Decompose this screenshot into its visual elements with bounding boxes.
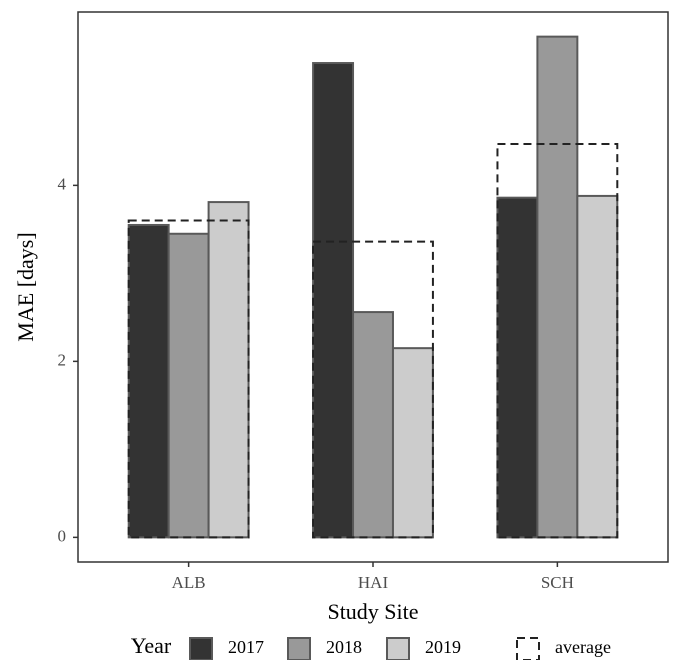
y-tick-label: 4 xyxy=(58,174,67,193)
average-box xyxy=(312,240,434,539)
x-tick-label: ALB xyxy=(172,573,206,592)
bar xyxy=(167,232,210,539)
average-box xyxy=(127,219,250,539)
bar xyxy=(312,62,355,539)
y-tick-label: 2 xyxy=(58,350,67,369)
bar xyxy=(496,196,539,539)
legend-swatch xyxy=(516,637,540,660)
bar xyxy=(207,201,250,539)
legend-swatch xyxy=(189,637,213,660)
legend-swatch xyxy=(287,637,311,660)
legend-title: Year xyxy=(131,633,172,658)
bar xyxy=(352,311,394,539)
average-box xyxy=(496,143,619,539)
bar xyxy=(536,35,579,539)
bar xyxy=(127,223,170,539)
legend-label: 2017 xyxy=(228,637,264,657)
legend-swatch xyxy=(386,637,410,660)
legend-label: 2019 xyxy=(425,637,461,657)
x-tick-label: HAI xyxy=(358,573,389,592)
x-axis-title: Study Site xyxy=(327,599,418,624)
legend-label: average xyxy=(555,637,611,657)
bar xyxy=(391,347,434,539)
x-tick-label: SCH xyxy=(541,573,574,592)
bar xyxy=(576,194,619,539)
legend-label: 2018 xyxy=(326,637,362,657)
y-axis-title: MAE [days] xyxy=(13,232,38,341)
y-tick-label: 0 xyxy=(58,526,67,545)
